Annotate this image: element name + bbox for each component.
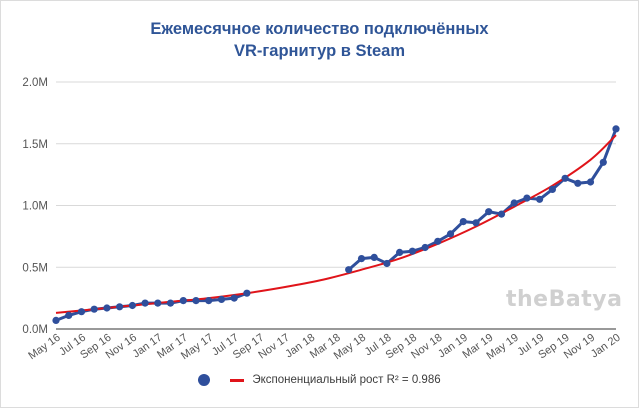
data-point [421, 243, 429, 252]
legend-marker-trend [230, 378, 245, 382]
data-point [357, 255, 366, 263]
data-point [65, 311, 73, 319]
data-point [485, 208, 493, 216]
data-point [472, 219, 480, 227]
x-tick-label: Jan 20 [589, 332, 623, 361]
data-point [612, 125, 620, 133]
data-point [77, 308, 86, 316]
data-point [52, 316, 60, 324]
data-point [370, 253, 378, 261]
y-tick-label: 0.5M [22, 262, 48, 274]
data-point [446, 230, 455, 238]
data-point [217, 295, 226, 303]
data-point [141, 299, 149, 307]
series-line [347, 127, 618, 272]
chart-title-line-1: Ежемесячное количество подключённых [150, 20, 489, 38]
data-point [230, 294, 238, 302]
data-point [586, 178, 595, 186]
y-tick-label: 1.5M [22, 139, 48, 151]
data-point [166, 299, 175, 307]
trendline [55, 134, 617, 314]
data-point [459, 218, 467, 226]
chart-title-line-2: VR-гарнитур в Steam [233, 42, 406, 60]
data-point [103, 304, 111, 312]
y-tick-label: 1.0M [22, 201, 48, 213]
data-point [243, 289, 251, 297]
watermark: theBatya [506, 287, 622, 312]
data-point [574, 179, 582, 187]
data-point [128, 301, 136, 310]
data-point [434, 237, 442, 245]
data-point [345, 266, 353, 274]
legend-marker-data [198, 374, 211, 386]
x-tick-label: May 16 [26, 332, 62, 363]
data-point [90, 305, 98, 313]
data-point [396, 248, 404, 256]
data-point [497, 210, 506, 218]
data-point [154, 299, 162, 307]
data-point [116, 303, 124, 311]
data-point [192, 297, 200, 305]
y-tick-label: 0.0M [22, 324, 48, 336]
data-point [510, 199, 518, 207]
legend: Экспоненциальный рост R² = 0.986 [0, 374, 639, 386]
data-point [383, 259, 391, 268]
chart-title: Ежемесячное количество подключённых VR-г… [0, 18, 639, 62]
data-point [561, 174, 569, 182]
data-point [548, 185, 557, 193]
legend-label-trend: Экспоненциальный рост R² = 0.986 [252, 374, 441, 386]
data-point [536, 195, 544, 203]
data-point [179, 297, 187, 305]
data-point [523, 194, 531, 202]
data-point [599, 158, 607, 166]
data-point [408, 247, 416, 255]
data-point [205, 297, 213, 305]
y-tick-label: 2.0M [22, 77, 48, 89]
